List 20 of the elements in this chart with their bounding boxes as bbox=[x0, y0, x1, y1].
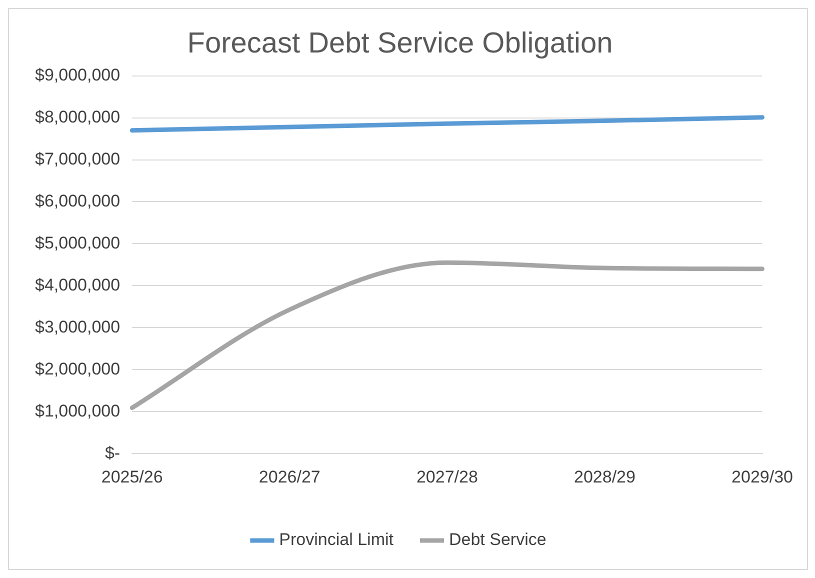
x-tick-label: 2029/30 bbox=[732, 467, 793, 486]
y-tick-label: $2,000,000 bbox=[34, 359, 120, 378]
x-tick-label: 2027/28 bbox=[416, 467, 478, 486]
legend-label: Debt Service bbox=[448, 530, 546, 550]
y-tick-label: $1,000,000 bbox=[34, 401, 120, 420]
line-series bbox=[130, 115, 765, 133]
y-tick-label: $7,000,000 bbox=[34, 149, 120, 168]
y-tick-label: $4,000,000 bbox=[34, 275, 120, 294]
y-tick-label: $5,000,000 bbox=[34, 233, 120, 252]
line-series bbox=[130, 260, 765, 410]
x-tick-label: 2028/29 bbox=[574, 467, 636, 486]
y-tick-label: $9,000,000 bbox=[34, 65, 120, 84]
chart-title: Forecast Debt Service Obligation bbox=[187, 27, 613, 60]
y-tick-label: $3,000,000 bbox=[34, 317, 120, 336]
x-tick-label: 2025/26 bbox=[101, 467, 163, 486]
y-tick-label: $- bbox=[104, 443, 120, 462]
x-tick-label: 2026/27 bbox=[258, 467, 320, 486]
y-tick-label: $8,000,000 bbox=[34, 107, 120, 126]
y-tick-label: $6,000,000 bbox=[34, 191, 120, 210]
legend-label: Provincial Limit bbox=[279, 530, 394, 550]
